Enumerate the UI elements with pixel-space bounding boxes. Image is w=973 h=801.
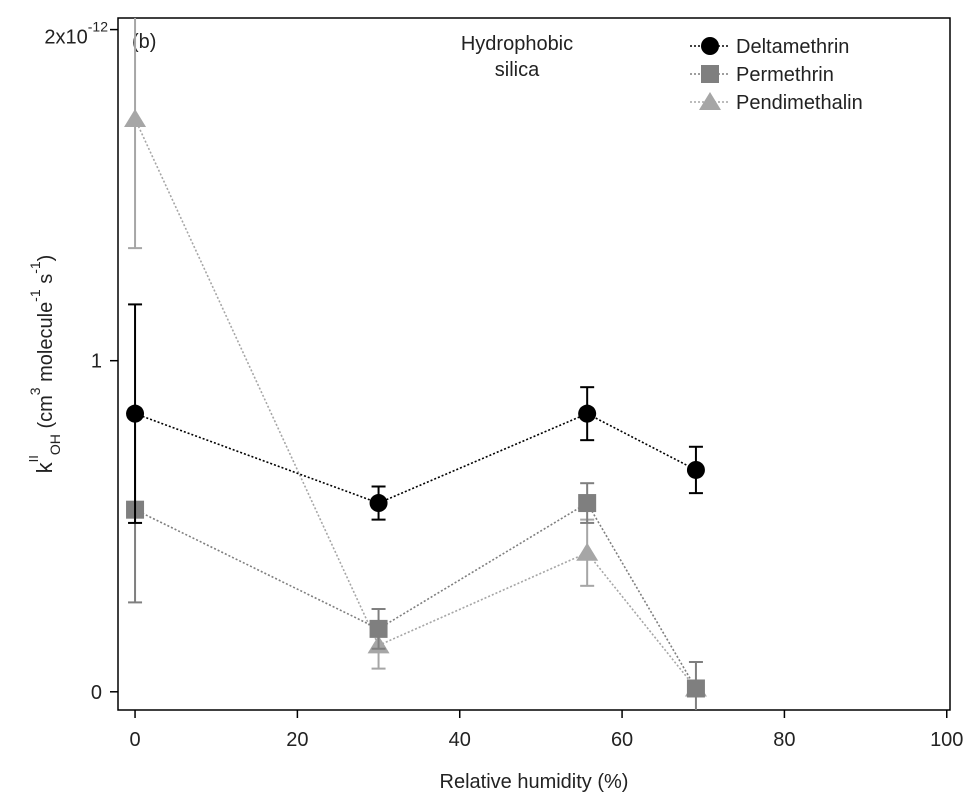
annotation: (b) <box>132 31 156 53</box>
plot-frame <box>117 17 951 711</box>
y-axis-label-part: (cm <box>35 395 57 434</box>
y-axis-label: kIIOH (cm3 molecule-1 s-1) <box>26 255 63 474</box>
x-tick-label: 40 <box>449 729 471 751</box>
marker <box>124 108 147 127</box>
y-tick-label-exponent: -12 <box>88 19 108 35</box>
y-axis-label-part: s <box>35 274 57 290</box>
marker <box>576 542 599 561</box>
x-tick-label: 80 <box>773 729 795 751</box>
marker <box>701 65 719 83</box>
series <box>124 18 707 697</box>
y-axis-label-part: II <box>26 455 41 462</box>
x-tick-label: 20 <box>286 729 308 751</box>
legend-label: Pendimethalin <box>736 92 863 114</box>
y-tick-label: 1 <box>91 351 102 373</box>
y-axis-label-part: 3 <box>27 387 43 395</box>
marker <box>126 404 145 423</box>
legend-label: Permethrin <box>736 64 834 86</box>
series-line <box>134 412 697 504</box>
x-tick-label: 60 <box>611 729 633 751</box>
plot-area <box>124 18 707 710</box>
x-axis-label: Relative humidity (%) <box>440 771 629 793</box>
y-axis-label-part: molecule <box>35 302 57 388</box>
y-axis-label-part: OH <box>47 434 63 455</box>
y-tick-label-base: 2x10 <box>44 27 87 49</box>
series-line <box>134 501 697 689</box>
marker <box>369 494 388 513</box>
marker <box>686 679 705 698</box>
legend-label: Deltamethrin <box>736 36 849 58</box>
marker <box>369 619 388 638</box>
x-tick-label: 100 <box>930 729 963 751</box>
series-line <box>134 118 697 689</box>
annotation-line: silica <box>495 59 540 81</box>
marker <box>686 460 705 479</box>
marker <box>578 404 597 423</box>
series <box>126 415 705 710</box>
marker <box>701 37 719 55</box>
annotation-line: Hydrophobic <box>461 33 573 55</box>
x-tick-label: 0 <box>129 729 140 751</box>
y-tick-label: 2x10-12 <box>44 19 108 49</box>
marker <box>699 92 721 110</box>
y-axis-label-part: -1 <box>27 289 43 302</box>
y-axis-label-part: -1 <box>27 261 43 274</box>
y-axis-label-part: k <box>32 461 57 473</box>
y-tick-label: 0 <box>91 682 102 704</box>
series <box>126 303 705 524</box>
marker <box>578 494 597 513</box>
y-axis-label-part: ) <box>35 255 57 262</box>
